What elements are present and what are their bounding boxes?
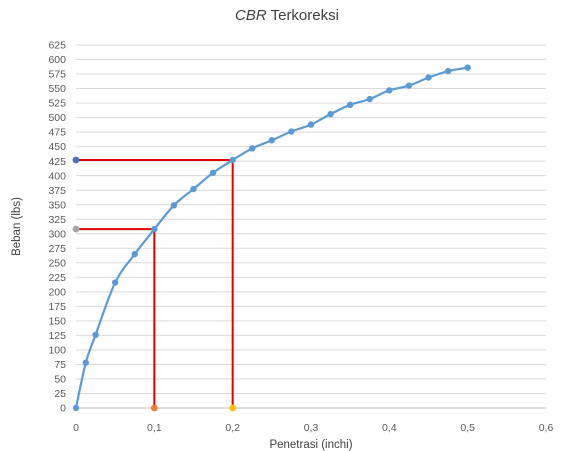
y-marker-427	[72, 156, 80, 164]
data-point	[366, 95, 373, 103]
reference-lines-0	[76, 228, 156, 408]
y-tick-label: 225	[48, 272, 66, 284]
data-point	[346, 101, 354, 109]
data-point	[190, 185, 197, 193]
y-tick-label: 525	[48, 98, 66, 110]
y-tick-label: 50	[54, 374, 66, 386]
y-tick-label: 275	[48, 243, 66, 255]
y-tick-label: 450	[48, 141, 66, 153]
y-tick-label: 425	[48, 156, 66, 168]
data-point	[464, 64, 471, 71]
data-point	[151, 225, 158, 233]
x-marker-0.2	[229, 404, 237, 412]
data-point	[288, 128, 295, 135]
data-point	[425, 74, 432, 81]
x-axis-label: Penetrasi (inchi)	[269, 439, 352, 451]
y-marker-308	[72, 225, 80, 233]
data-point	[229, 156, 236, 164]
data-point	[111, 279, 119, 286]
data-point	[307, 121, 315, 128]
x-tick-labels: 0 0,1 0,2 0,3 0,4 0,5 0,6	[73, 422, 553, 434]
series	[72, 64, 471, 412]
y-tick-label: 400	[48, 170, 66, 182]
y-tick-label: 600	[48, 54, 66, 66]
y-tick-label: 75	[54, 359, 66, 371]
x-tick-label: 0,6	[539, 422, 554, 434]
y-tick-label: 300	[48, 228, 66, 240]
x-marker-0.1	[150, 404, 158, 412]
y-axis-label: Beban (lbs)	[11, 197, 23, 256]
y-tick-label: 175	[48, 301, 66, 313]
y-tick-label: 100	[48, 345, 66, 357]
data-point	[386, 87, 393, 94]
x-tick-label: 0,5	[460, 422, 475, 434]
axis-markers	[72, 156, 237, 412]
y-tick-label: 0	[60, 403, 66, 415]
x-tick-label: 0,4	[382, 422, 397, 434]
x-tick-label: 0,2	[225, 422, 240, 434]
chart-title: CBR Terkoreksi	[0, 7, 574, 24]
data-point	[249, 145, 256, 152]
y-tick-label: 550	[48, 83, 66, 95]
reference-lines-1	[76, 158, 234, 408]
data-point	[131, 250, 138, 258]
y-tick-label: 325	[48, 214, 66, 226]
series-line-0	[74, 66, 468, 409]
data-point	[268, 137, 276, 144]
y-tick-labels: 0 25 50 75 100 125 150 175 200 225 250 275 300 325 350…	[48, 40, 66, 415]
reference-lines	[76, 158, 234, 408]
y-tick-label: 625	[48, 40, 66, 52]
data-point	[209, 169, 217, 176]
y-tick-label: 125	[48, 330, 66, 342]
x-tick-label: 0,3	[304, 422, 319, 434]
y-tick-label: 250	[48, 257, 66, 269]
data-point	[170, 202, 178, 209]
chart-title-rest: Terkoreksi	[266, 7, 339, 24]
y-tick-label: 25	[54, 388, 66, 400]
y-tick-label: 575	[48, 69, 66, 81]
gridlines	[76, 44, 546, 409]
x-tick-label: 0	[73, 422, 79, 434]
chart-title-italic: CBR	[235, 7, 267, 24]
data-point	[327, 110, 334, 118]
y-tick-label: 375	[48, 185, 66, 197]
data-point	[444, 67, 452, 75]
x-tick-label: 0,1	[147, 422, 162, 434]
data-point	[72, 404, 80, 412]
y-tick-label: 150	[48, 315, 66, 327]
y-tick-label: 475	[48, 127, 66, 139]
data-point	[92, 331, 99, 339]
data-point	[405, 82, 413, 89]
y-tick-label: 350	[48, 199, 66, 211]
data-point	[82, 359, 89, 366]
y-tick-label: 500	[48, 112, 66, 124]
y-tick-label: 200	[48, 286, 66, 298]
